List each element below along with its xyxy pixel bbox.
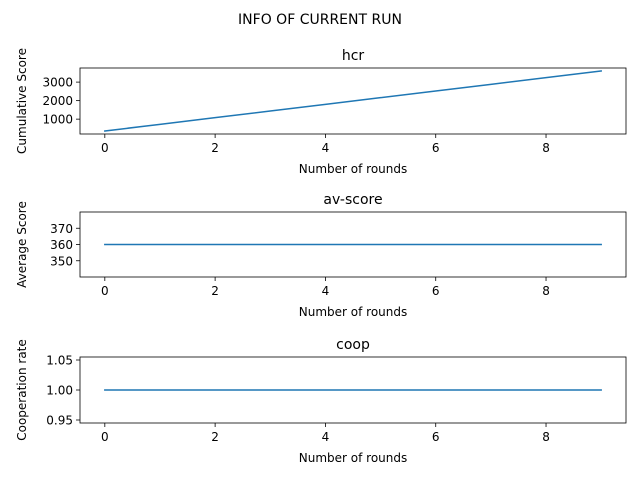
y-tick-label: 350 bbox=[50, 254, 73, 268]
y-axis-label: Average Score bbox=[15, 201, 29, 288]
figure-title: INFO OF CURRENT RUN bbox=[238, 12, 402, 28]
x-tick-label: 8 bbox=[542, 284, 550, 298]
y-tick-label: 370 bbox=[50, 222, 73, 236]
x-tick-label: 4 bbox=[322, 284, 330, 298]
subplot-coop: coop 0 2 4 6 8 0.95 1.00 1.05 Number of rounds Coo… bbox=[15, 337, 627, 465]
x-tick-label: 8 bbox=[542, 141, 550, 155]
x-tick-label: 8 bbox=[542, 430, 550, 444]
y-tick-label: 2000 bbox=[42, 94, 73, 108]
x-tick-label: 0 bbox=[101, 141, 109, 155]
x-axis-label: Number of rounds bbox=[299, 305, 408, 319]
x-axis-label: Number of rounds bbox=[299, 451, 408, 465]
subplot-hcr: hcr 0 2 4 6 8 1000 2000 3000 Number of rounds Cumu… bbox=[15, 48, 627, 176]
subplot-av-score: av-score 0 2 4 6 8 350 360 370 Number of rounds Av… bbox=[15, 192, 627, 319]
y-tick-label: 3000 bbox=[42, 76, 73, 90]
y-tick-label: 1000 bbox=[42, 113, 73, 127]
x-tick-label: 4 bbox=[322, 430, 330, 444]
x-tick-label: 2 bbox=[211, 284, 219, 298]
x-tick-label: 2 bbox=[211, 141, 219, 155]
y-tick-label: 360 bbox=[50, 238, 73, 252]
x-tick-label: 4 bbox=[322, 141, 330, 155]
y-tick-label: 1.05 bbox=[46, 354, 73, 368]
subplot-title: coop bbox=[336, 337, 370, 353]
y-axis-label: Cooperation rate bbox=[15, 339, 29, 441]
series-line bbox=[103, 70, 603, 132]
x-tick-label: 6 bbox=[432, 284, 440, 298]
x-tick-label: 2 bbox=[211, 430, 219, 444]
x-tick-label: 6 bbox=[432, 430, 440, 444]
subplot-title: av-score bbox=[323, 192, 382, 208]
y-axis-label: Cumulative Score bbox=[15, 48, 29, 154]
x-tick-label: 0 bbox=[101, 430, 109, 444]
subplot-title: hcr bbox=[342, 48, 365, 64]
x-tick-label: 6 bbox=[432, 141, 440, 155]
y-tick-label: 1.00 bbox=[46, 384, 73, 398]
y-tick-label: 0.95 bbox=[46, 414, 73, 428]
x-axis-label: Number of rounds bbox=[299, 162, 408, 176]
x-tick-label: 0 bbox=[101, 284, 109, 298]
